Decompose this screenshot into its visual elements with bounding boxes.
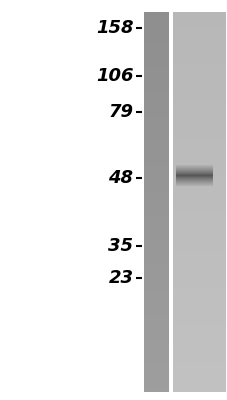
- Text: 23: 23: [108, 269, 133, 287]
- Text: 79: 79: [108, 103, 133, 121]
- Text: 35: 35: [108, 237, 133, 255]
- Text: 48: 48: [108, 169, 133, 187]
- Bar: [168, 0, 173, 400]
- Text: 158: 158: [96, 19, 133, 37]
- Text: 106: 106: [96, 67, 133, 85]
